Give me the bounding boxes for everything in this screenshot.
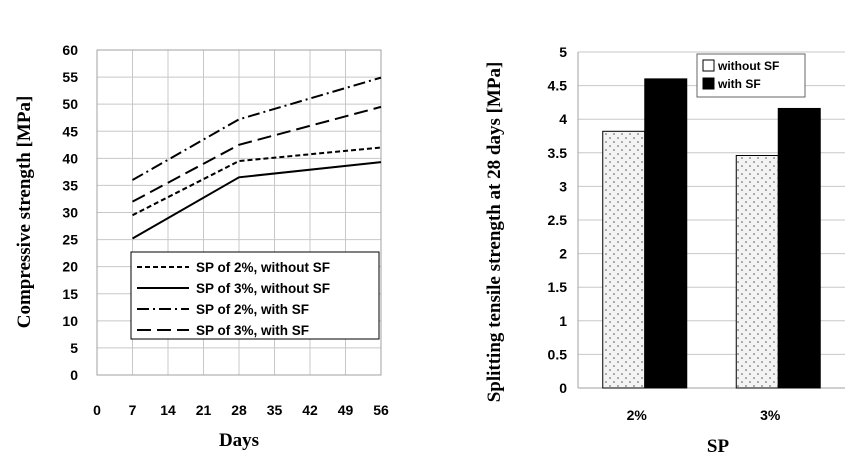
bar-with-sf-2 [777, 107, 821, 389]
right-y-tick-label: 4 [559, 111, 567, 127]
left-y-tick-label: 15 [62, 286, 78, 302]
left-x-axis-title: Days [219, 430, 259, 451]
left-legend-label-2: SP of 3%, without SF [196, 281, 330, 296]
right-x-axis-title: SP [707, 436, 730, 457]
left-y-tick-label: 0 [70, 367, 78, 383]
left-legend: SP of 2%, without SF SP of 3%, without SF… [130, 251, 380, 340]
right-legend-swatch-2 [702, 77, 715, 90]
left-x-tick-label: 21 [196, 402, 212, 418]
right-y-tick-label: 0 [559, 380, 567, 396]
left-y-tick-label: 60 [62, 42, 78, 58]
left-series-line-2 [132, 161, 382, 240]
left-y-tick-label: 25 [62, 232, 78, 248]
bar-with-sf-1 [644, 78, 688, 389]
right-y-tick-label: 2 [559, 246, 567, 262]
left-x-tick-label: 0 [93, 402, 101, 418]
left-y-tick-label: 30 [62, 205, 78, 221]
splitting-tensile-strength-chart: 0 0.5 1 1.5 2 2.5 3 3.5 4 4.5 5 2% 3% SP Splitting t… [484, 44, 845, 457]
left-y-tick-label: 10 [62, 313, 78, 329]
left-x-tick-label: 7 [129, 402, 137, 418]
left-y-tick-label: 45 [62, 123, 78, 139]
left-y-tick-label: 5 [70, 340, 78, 356]
left-legend-label-1: SP of 2%, without SF [196, 260, 330, 275]
right-y-tick-label: 3.5 [548, 145, 568, 161]
left-legend-label-3: SP of 2%, with SF [196, 302, 309, 317]
right-y-tick-label: 0.5 [548, 346, 568, 362]
left-legend-label-4: SP of 3%, with SF [196, 323, 309, 338]
right-category-label: 2% [627, 407, 648, 423]
compressive-strength-chart: 0 7 14 21 28 35 42 49 56 0 5 10 15 20 25 30 35 40 45 50 55 60… [14, 42, 389, 451]
right-legend-swatch-1 [702, 59, 715, 72]
left-x-tick-label: 49 [338, 402, 354, 418]
right-y-axis-title: Splitting tensile strength at 28 days [M… [484, 62, 505, 403]
left-y-tick-label: 20 [62, 259, 78, 275]
left-plot-frame [96, 49, 382, 376]
left-x-tick-label: 56 [373, 402, 389, 418]
left-x-tick-label: 14 [160, 402, 176, 418]
right-y-tick-label: 2.5 [548, 212, 568, 228]
right-y-tick-label: 3 [559, 178, 567, 194]
left-y-tick-label: 55 [62, 69, 78, 85]
left-series-line-4 [132, 105, 382, 203]
right-y-tick-label: 5 [559, 44, 567, 60]
right-legend-label-1: without SF [717, 59, 779, 73]
bar-without-sf-2 [735, 154, 779, 389]
bar-without-sf-1 [602, 130, 646, 389]
right-category-label: 3% [760, 407, 781, 423]
right-legend-label-2: with SF [717, 77, 761, 91]
right-y-tick-label: 4.5 [548, 78, 568, 94]
left-x-tick-label: 28 [231, 402, 247, 418]
left-y-tick-label: 50 [62, 96, 78, 112]
left-x-tick-label: 35 [267, 402, 283, 418]
right-y-tick-label: 1.5 [548, 279, 568, 295]
left-y-tick-label: 40 [62, 150, 78, 166]
left-y-axis-title: Compressive strength [MPa] [14, 96, 35, 329]
right-legend-box [696, 53, 806, 98]
right-legend: without SF with SF [696, 53, 806, 98]
right-y-tick-label: 1 [559, 313, 567, 329]
left-series-line-3 [132, 76, 382, 181]
left-y-tick-label: 35 [62, 177, 78, 193]
left-x-tick-label: 42 [302, 402, 318, 418]
